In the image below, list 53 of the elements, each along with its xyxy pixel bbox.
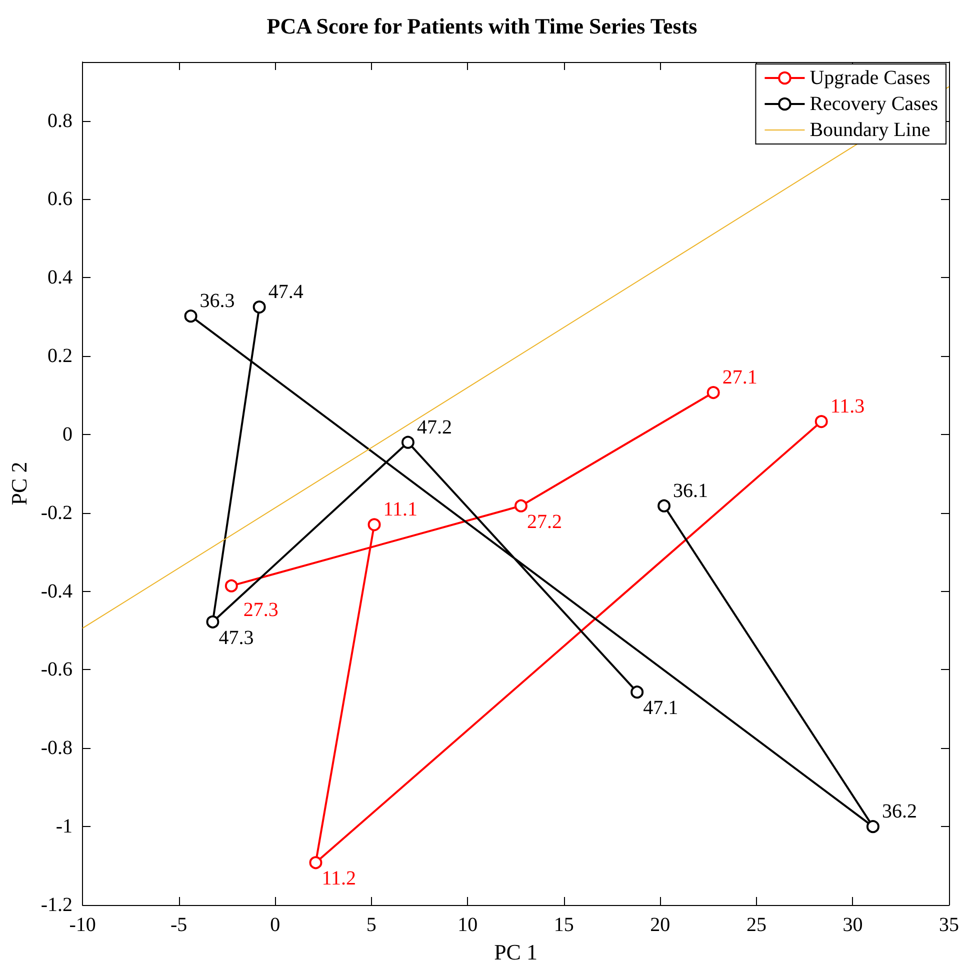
annotation: 47.4	[268, 281, 304, 304]
y-tick-label: -0.6	[40, 658, 73, 681]
y-tick-label: -1.2	[40, 894, 73, 916]
x-tick-label: 25	[746, 914, 766, 936]
y-tick-label: -1	[56, 816, 73, 838]
y-tick-label: 0	[62, 423, 73, 446]
y-tick-label: -0.8	[40, 737, 73, 760]
y-tick-label: 0.2	[48, 345, 73, 368]
y-tick-label: 0.6	[48, 188, 73, 210]
y-tick-label: -0.2	[40, 502, 73, 524]
point	[630, 686, 644, 699]
point	[368, 518, 381, 532]
x-tick-label: -5	[170, 914, 188, 936]
annotation: 36.1	[673, 480, 708, 502]
point	[706, 386, 720, 400]
annotation: 36.3	[200, 290, 235, 312]
point	[184, 310, 198, 323]
y-axis-title: PC 2	[6, 462, 32, 506]
point	[252, 300, 266, 314]
annotation: 47.2	[416, 416, 452, 438]
x-tick-label: 15	[554, 914, 574, 936]
point	[206, 615, 220, 628]
annotation: 11.3	[830, 396, 865, 418]
y-tick-label: -0.4	[40, 580, 73, 602]
x-tick-label: 5	[366, 914, 376, 936]
legend-label: Recovery Cases	[810, 93, 938, 115]
point	[401, 436, 414, 449]
annotation: 27.1	[722, 366, 758, 389]
x-tick-label: 10	[458, 914, 478, 936]
legend-label: Boundary Line	[810, 119, 930, 141]
x-axis-title: PC 1	[494, 940, 538, 964]
x-tick-label: 35	[939, 914, 959, 936]
annotation: 11.1	[383, 498, 418, 521]
annotation: 11.2	[322, 868, 356, 890]
chart-title: PCA Score for Patients with Time Series Tests	[266, 14, 698, 38]
y-tick-label: 0.8	[48, 110, 73, 132]
x-tick-label: 0	[270, 914, 280, 936]
point	[866, 820, 880, 834]
point	[658, 499, 671, 512]
point	[514, 499, 528, 512]
annotation: 27.2	[526, 510, 562, 533]
x-tick-label: 30	[842, 914, 863, 936]
annotation: 47.1	[643, 697, 678, 720]
legend-label: Upgrade Cases	[810, 67, 930, 89]
x-tick-label: 20	[650, 914, 670, 936]
x-tick-label: -10	[69, 914, 96, 936]
point	[309, 856, 322, 870]
annotation: 47.3	[218, 626, 254, 649]
point	[224, 579, 238, 592]
y-tick-label: 0.4	[48, 266, 73, 289]
annotation: 36.2	[882, 800, 917, 823]
annotation: 27.3	[243, 598, 278, 621]
point	[814, 415, 828, 428]
